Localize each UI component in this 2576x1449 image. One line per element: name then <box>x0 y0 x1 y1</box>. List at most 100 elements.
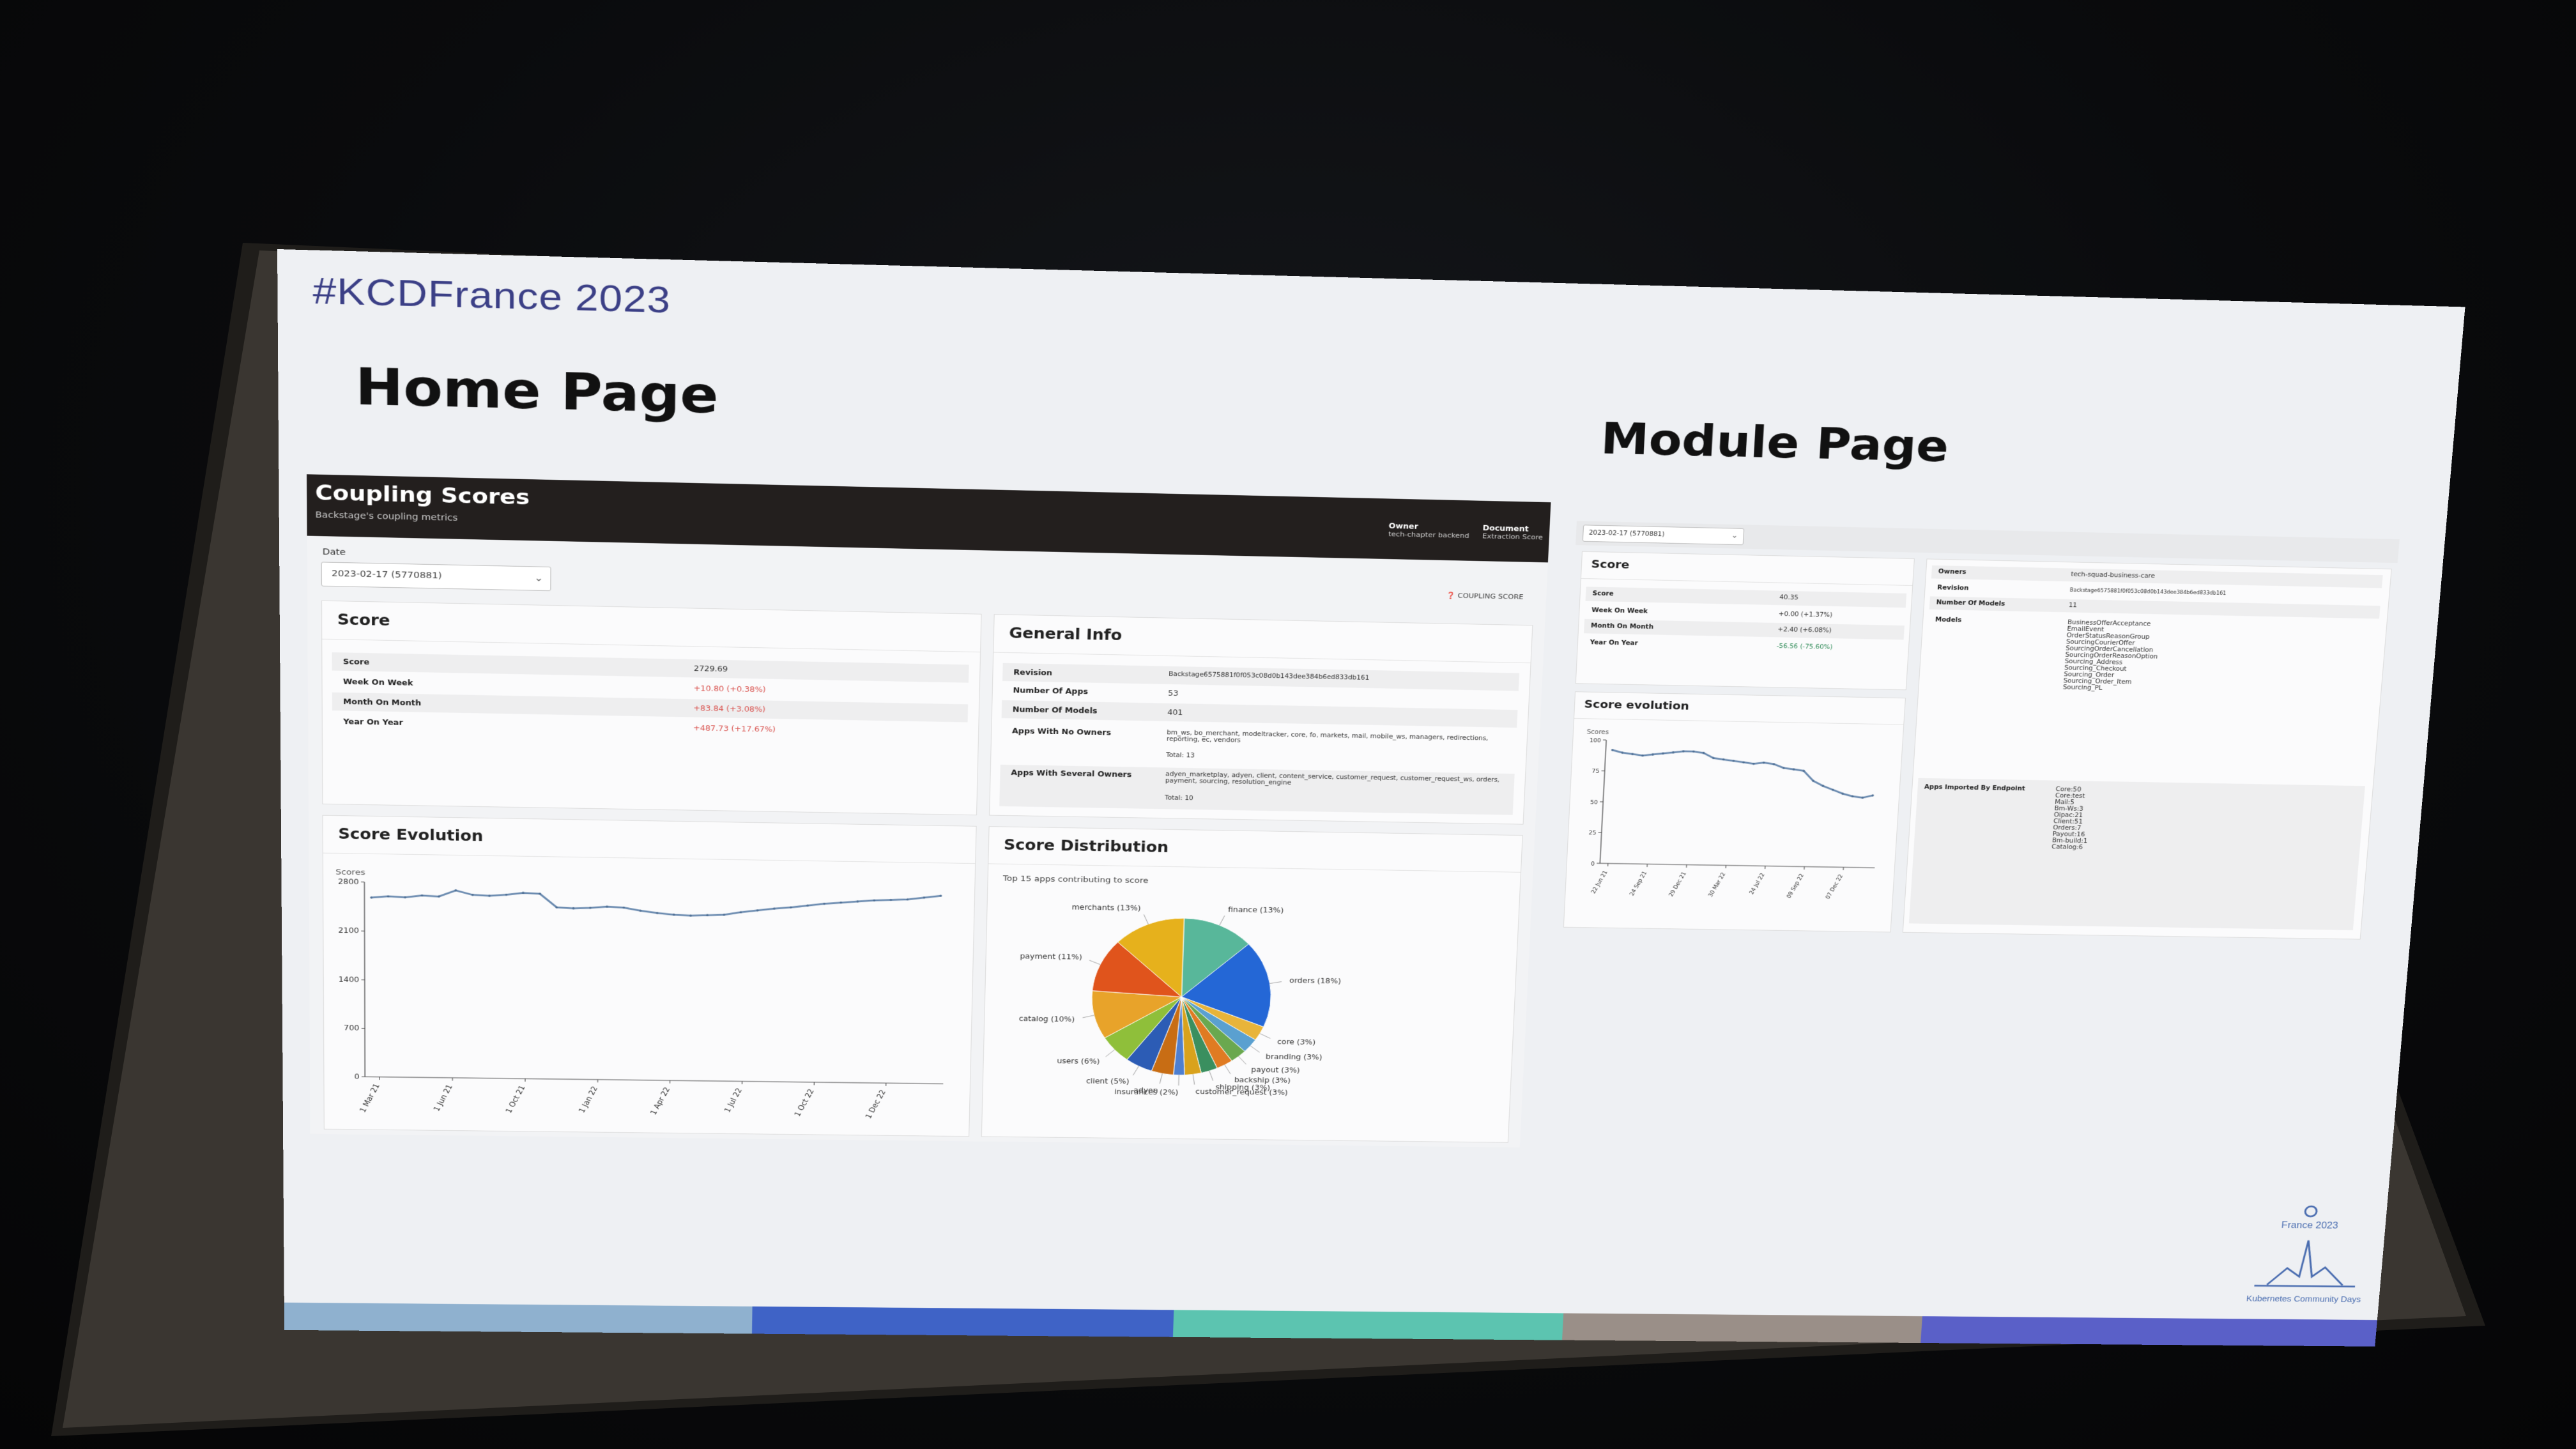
models-label: Models <box>1935 617 1962 624</box>
score-row-value: +83.84 (+3.08%) <box>693 703 766 714</box>
document-link[interactable]: Document Extraction Score <box>1482 524 1544 542</box>
score-row-bg <box>332 652 969 683</box>
y-tick-label: 25 <box>1588 831 1596 837</box>
x-tick-label: 1 Jun 21 <box>431 1083 454 1112</box>
bottom-stripe-segment <box>1172 1310 1564 1340</box>
models-list: BusinessOfferAcceptance EmailEvent Order… <box>2063 620 2161 693</box>
score-row-label: Score <box>342 657 370 667</box>
home-page-screenshot: Coupling Scores Backstage's coupling met… <box>307 474 1551 1148</box>
x-tick-label: 1 Jul 22 <box>722 1087 744 1114</box>
score-row-value: +10.80 (+0.38%) <box>693 684 766 694</box>
module-row-bg <box>1585 586 1907 608</box>
divider <box>322 638 981 653</box>
home-page-heading: Home Page <box>355 357 719 425</box>
chevron-down-icon: ⌄ <box>1731 531 1738 540</box>
module-score-title: Score <box>1591 558 1630 572</box>
pie-leader <box>1220 916 1225 925</box>
y-tick-label: 75 <box>1591 769 1599 775</box>
series-line <box>1610 750 1875 798</box>
module-row-label: Year On Year <box>1590 639 1638 647</box>
x-tick-label: 24 Jul 22 <box>1748 872 1766 895</box>
info-row-label: Apps With No Owners <box>1011 726 1112 737</box>
info-row-value: 401 <box>1167 708 1183 717</box>
module-row-label: Score <box>1592 590 1614 598</box>
module-evolution-card: Score evolution Scores 0 25 50 75 100 22 Jun … <box>1563 691 1906 933</box>
svg-text:Kubernetes Community Days: Kubernetes Community Days <box>2246 1295 2361 1305</box>
module-row-label: Month On Month <box>1590 622 1654 631</box>
module-evolution-plot: 0 25 50 75 100 22 Jun 21 24 Sep 21 29 Dec 21 30 … <box>1588 737 1883 900</box>
pie-plot: finance (13%) orders (18%) core (3%) brandi… <box>1019 903 1342 1097</box>
info-row-value: bm_ws, bo_merchant, modeltracker, core, … <box>1166 729 1489 744</box>
pie-leader <box>1133 1066 1138 1076</box>
pie-slice-label: backship (3%) <box>1234 1076 1291 1085</box>
module-date-value: 2023-02-17 (5770881) <box>1588 530 1665 539</box>
date-label: Date <box>322 547 346 558</box>
info-row-extra: Total: 10 <box>1164 795 1193 802</box>
dashboard-header: Coupling Scores Backstage's coupling met… <box>307 474 1551 563</box>
pie-slice-label: shipping (3%) <box>1215 1083 1270 1092</box>
info-row-value: 53 <box>1168 689 1179 698</box>
score-distribution-title: Score Distribution <box>1003 836 1169 856</box>
owner-link[interactable]: Owner tech-chapter backend <box>1388 521 1470 539</box>
bottom-stripe-segment <box>284 1302 753 1334</box>
x-axis <box>365 1077 943 1084</box>
bottom-stripe-segment <box>1562 1313 1922 1344</box>
module-row-value: +2.40 (+6.08%) <box>1777 626 1832 634</box>
pie-slice-label: branding (3%) <box>1266 1052 1322 1061</box>
x-tick-label: 24 Sep 21 <box>1629 870 1648 897</box>
module-info-row-bg <box>1929 596 2380 619</box>
pie-leader <box>1238 1057 1246 1064</box>
x-tick-label: 22 Jun 21 <box>1590 870 1609 894</box>
y-tick-label: 50 <box>1590 799 1598 806</box>
apps-bg <box>1908 778 2365 930</box>
pie-slice-label: orders (18%) <box>1289 976 1341 985</box>
pie-slice <box>1116 917 1184 997</box>
pie-slice-label: finance (13%) <box>1228 905 1284 914</box>
date-select[interactable]: 2023-02-17 (5770881) ⌄ <box>321 562 551 592</box>
score-row-bg <box>332 692 969 723</box>
apps-list: Core:50 Core:test Mail:5 Bm-Ws:3 Oipac:2… <box>2051 786 2091 851</box>
y-tick-label: 2800 <box>338 877 359 886</box>
score-card-title: Score <box>337 611 390 629</box>
module-date-select[interactable]: 2023-02-17 (5770881) ⌄ <box>1582 525 1745 546</box>
pie-leader <box>1250 1046 1260 1052</box>
pie-slice-label: users (6%) <box>1057 1057 1100 1066</box>
coupling-score-link[interactable]: ❓ COUPLING SCORE <box>1446 592 1524 601</box>
pie-slice-label: customer_request (3%) <box>1195 1087 1288 1097</box>
y-axis <box>364 882 365 1077</box>
chevron-down-icon: ⌄ <box>534 572 544 584</box>
model-item: Sourcing_PL <box>2062 684 2103 692</box>
module-evolution-chart: Scores 0 25 50 75 100 22 Jun 21 24 Sep 21 29 De… <box>1586 729 1903 900</box>
x-tick-label: 1 Jan 22 <box>576 1085 599 1114</box>
pie-slice-label: insurances (2%) <box>1114 1087 1179 1096</box>
general-info-card: General Info Revision Backstage6575881f0… <box>989 614 1533 825</box>
pie-slice-label: client (5%) <box>1086 1077 1130 1085</box>
pie-slice <box>1092 942 1183 997</box>
module-row-value: +0.00 (+1.37%) <box>1778 611 1833 619</box>
bottom-stripe-segment <box>1920 1316 2377 1347</box>
module-info-value: Backstage6575881f0f053c08d0b143dee384b6e… <box>2069 587 2227 596</box>
score-row-value: 2729.69 <box>693 664 728 673</box>
module-row-value: 40.35 <box>1779 594 1799 602</box>
kubernetes-community-days-logo: France 2023 Kubernetes Community Days <box>2246 1200 2361 1305</box>
module-page-screenshot: 2023-02-17 (5770881) ⌄ Score Score 40.35… <box>1556 521 2400 947</box>
dashboard-subtitle: Backstage's coupling metrics <box>315 510 458 523</box>
x-tick-label: 1 Mar 21 <box>358 1082 381 1114</box>
x-tick-label: 29 Dec 21 <box>1667 871 1687 898</box>
pie-leader <box>1082 1015 1094 1018</box>
pie-leader <box>1160 1073 1162 1084</box>
dashboard-title: Coupling Scores <box>315 480 530 510</box>
score-distribution-card: Score Distribution Top 15 apps contribut… <box>981 826 1523 1143</box>
module-info-row-bg <box>1931 565 2383 588</box>
pie-leader <box>1193 1075 1195 1085</box>
date-select-value: 2023-02-17 (5770881) <box>331 569 442 581</box>
pie-leader <box>1106 1050 1115 1057</box>
x-tick-label: 30 Mar 22 <box>1707 871 1727 898</box>
y-tick-label: 0 <box>355 1072 360 1080</box>
score-evolution-card: Score Evolution Scores 0 700 1400 2100 2800 1… <box>322 815 977 1137</box>
pie-leader <box>1089 960 1100 965</box>
pie-slice-label: core (3%) <box>1277 1038 1315 1046</box>
module-info-value: 11 <box>2068 602 2078 610</box>
score-row-label: Month On Month <box>343 697 422 708</box>
module-info-card: Owners tech-squad-business-care Revision… <box>1902 558 2392 940</box>
